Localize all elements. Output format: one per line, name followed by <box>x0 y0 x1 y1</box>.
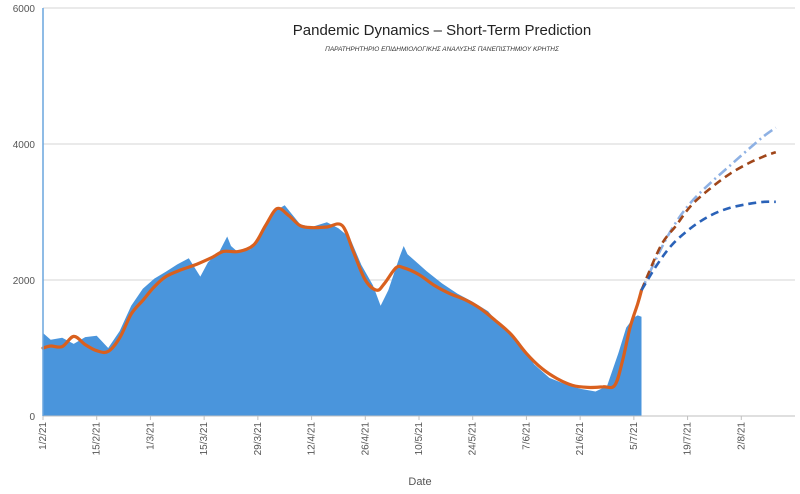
y-tick-label: 2000 <box>13 276 36 287</box>
observed-cases-area <box>43 205 642 416</box>
x-tick-labels: 1/2/21 15/2/21 1/3/21 15/3/21 29/3/21 12/4/21… <box>38 416 747 455</box>
y-tick-label: 0 <box>29 412 35 423</box>
x-tick-label: 19/7/21 <box>683 422 694 456</box>
area-layer <box>43 205 642 416</box>
x-tick-label: 15/2/21 <box>92 422 103 456</box>
x-tick-label: 1/3/21 <box>145 422 156 450</box>
x-tick-label: 21/6/21 <box>575 422 586 456</box>
x-tick-label: 24/5/21 <box>468 422 479 456</box>
forecast-middle-line <box>640 150 777 291</box>
y-tick-label: 4000 <box>13 140 36 151</box>
x-axis-title: Date <box>408 476 431 488</box>
x-tick-label: 26/4/21 <box>360 422 371 456</box>
line-layer <box>41 126 777 390</box>
x-tick-label: 1/2/21 <box>38 422 49 450</box>
y-tick-labels: 0 2000 4000 6000 <box>13 4 36 423</box>
x-tick-label: 7/6/21 <box>521 422 532 450</box>
trend-line <box>41 206 644 390</box>
chart-title: Pandemic Dynamics – Short-Term Predictio… <box>293 22 591 39</box>
x-tick-label: 29/3/21 <box>253 422 264 456</box>
x-tick-label: 10/5/21 <box>414 422 425 456</box>
x-tick-label: 12/4/21 <box>307 422 318 456</box>
x-tick-label: 5/7/21 <box>629 422 640 450</box>
x-tick-label: 2/8/21 <box>736 422 747 450</box>
chart-subtitle: ΠΑΡΑΤΗΡΗΤΗΡΙΟ ΕΠΙΔΗΜΙΟΛΟΓΙΚΗΣ ΑΝΑΛΥΣΗΣ Π… <box>325 46 560 53</box>
y-tick-label: 6000 <box>13 4 36 15</box>
x-tick-label: 15/3/21 <box>199 422 210 456</box>
